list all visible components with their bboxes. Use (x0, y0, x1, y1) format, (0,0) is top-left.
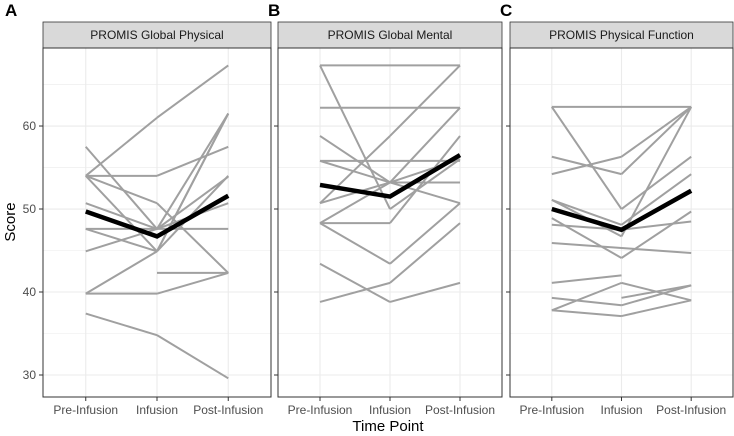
individual-line-segment (319, 159, 391, 184)
facet-title: PROMIS Global Physical (90, 28, 223, 42)
individual-line-segment (85, 312, 158, 337)
individual-line-segment (620, 106, 692, 175)
x-tick-label: Pre-Infusion (53, 403, 118, 417)
individual-line-segment (389, 64, 461, 137)
x-tick-label: Post-Infusion (425, 403, 495, 417)
x-tick-label: Infusion (369, 403, 411, 417)
individual-line-segment (621, 284, 692, 299)
mean-line (551, 188, 693, 233)
individual-line-segment (156, 202, 229, 274)
mean-line (319, 153, 462, 199)
individual-line-segment (551, 223, 622, 231)
panel-c: PROMIS Physical Function C Pre-Infusion Inf… (500, 1, 734, 417)
individual-line-segment (389, 281, 461, 303)
individual-line-segment (621, 284, 692, 307)
facet-strip (509, 21, 734, 49)
individual-line-segment (319, 281, 391, 303)
individual-line-segment (620, 155, 692, 210)
x-tick-label: Pre-Infusion (288, 403, 353, 417)
individual-line-segment (389, 158, 461, 210)
individual-line-segment (551, 217, 622, 259)
individual-line-segment (85, 174, 158, 205)
individual-line-segment (621, 299, 692, 318)
individual-line-segment (319, 222, 391, 265)
individual-line-segment (550, 106, 623, 210)
y-tick-label: 30 (23, 368, 37, 382)
panel-a: PROMIS Global Physical A Pre-Infusion Infus… (5, 1, 272, 417)
individual-line-segment (85, 175, 158, 253)
individual-line-segment (389, 202, 461, 265)
individual-line-segment (319, 181, 391, 224)
x-tick-label: Infusion (136, 403, 178, 417)
individual-line-segment (551, 309, 622, 318)
panel-tag: B (268, 1, 280, 20)
individual-line-segment (389, 222, 461, 284)
individual-line-segment (156, 113, 230, 230)
mean-line (85, 193, 230, 239)
individual-line-segment (551, 274, 622, 284)
individual-line-segment (551, 296, 622, 307)
panel-tag: C (500, 1, 512, 20)
individual-line-segment (620, 173, 692, 226)
individual-line-segment (620, 106, 692, 158)
facet-strip (277, 21, 503, 49)
facet-title: PROMIS Physical Function (549, 28, 694, 42)
individual-line-segment (551, 198, 622, 226)
individual-line-segment (551, 281, 622, 312)
individual-line-segment (156, 145, 229, 177)
individual-line-segment (156, 334, 229, 380)
x-axis-label: Time Point (352, 418, 424, 435)
x-tick-label: Infusion (600, 403, 642, 417)
individual-line-segment (389, 181, 461, 205)
individual-line-segment (621, 220, 692, 231)
individual-line-segment (551, 242, 622, 250)
individual-line-segment (319, 135, 391, 184)
individual-line-segment (620, 106, 693, 237)
individual-line-segment (620, 210, 692, 259)
individual-line-segment (389, 135, 461, 224)
y-tick-label: 60 (23, 119, 37, 133)
individual-line-segment (156, 175, 229, 230)
y-tick-label: 50 (23, 202, 37, 216)
individual-line-segment (319, 135, 391, 204)
facet-title: PROMIS Global Mental (328, 28, 453, 42)
y-axis-label: Score (2, 202, 19, 241)
individual-line-segment (85, 116, 158, 177)
facet-strip (42, 21, 272, 49)
x-tick-label: Post-Infusion (193, 403, 263, 417)
individual-line-segment (621, 247, 692, 254)
individual-line-segment (85, 202, 158, 230)
y-tick-label: 40 (23, 285, 37, 299)
individual-line-segment (156, 64, 229, 119)
individual-line-segment (319, 262, 391, 303)
individual-line-segment (551, 155, 622, 176)
individual-line-segment (156, 271, 229, 295)
individual-line-segment (85, 250, 158, 295)
panel-b: PROMIS Global Mental B Pre-Infusion Infusio… (268, 1, 503, 417)
individual-line-segment (389, 107, 461, 184)
x-tick-label: Pre-Infusion (519, 403, 584, 417)
panel-tag: A (5, 1, 17, 20)
individual-line-segment (84, 146, 158, 230)
x-tick-label: Post-Infusion (656, 403, 726, 417)
